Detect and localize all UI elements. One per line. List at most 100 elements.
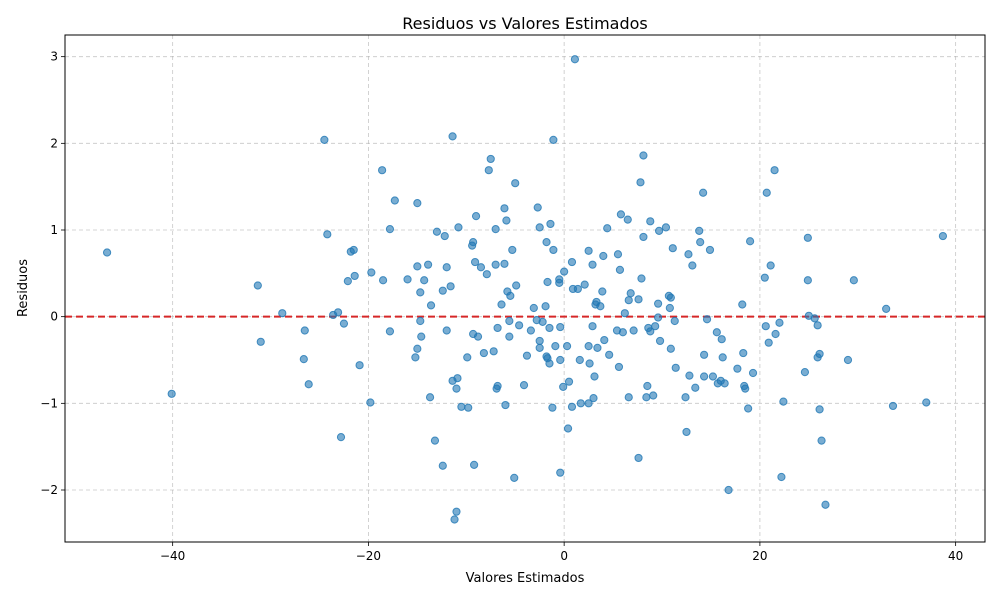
data-point bbox=[590, 372, 599, 381]
data-point bbox=[585, 359, 594, 368]
x-tick-label: −40 bbox=[160, 549, 185, 563]
data-point bbox=[671, 363, 680, 372]
data-point bbox=[584, 342, 593, 351]
data-point bbox=[634, 295, 643, 304]
data-point bbox=[541, 302, 550, 311]
data-point bbox=[588, 322, 597, 331]
data-point bbox=[800, 368, 810, 377]
data-points bbox=[102, 55, 948, 524]
data-point bbox=[559, 382, 568, 391]
data-point bbox=[810, 314, 819, 323]
data-point bbox=[605, 350, 614, 359]
data-point bbox=[646, 327, 655, 336]
y-tick-label: 2 bbox=[50, 136, 58, 150]
data-point bbox=[681, 393, 690, 402]
data-point bbox=[624, 296, 633, 305]
data-point bbox=[549, 245, 558, 255]
data-point bbox=[452, 507, 461, 516]
data-point bbox=[629, 326, 638, 335]
data-point bbox=[366, 398, 375, 407]
data-point bbox=[538, 317, 547, 326]
data-point bbox=[253, 281, 262, 290]
data-point bbox=[613, 250, 623, 259]
grid-lines bbox=[65, 35, 985, 542]
data-point bbox=[543, 277, 552, 287]
data-point bbox=[500, 204, 509, 213]
data-point bbox=[367, 268, 376, 277]
data-point bbox=[486, 154, 495, 164]
data-point bbox=[425, 393, 435, 402]
data-point bbox=[922, 398, 931, 407]
data-point bbox=[599, 251, 608, 261]
data-point bbox=[323, 230, 332, 239]
data-point bbox=[821, 500, 830, 509]
x-axis-label: Valores Estimados bbox=[466, 571, 585, 586]
y-axis-ticks: −2 −1 0 1 2 3 bbox=[40, 50, 65, 497]
data-point bbox=[639, 232, 648, 242]
data-point bbox=[390, 196, 399, 205]
data-point bbox=[700, 350, 709, 359]
data-point bbox=[385, 327, 395, 336]
data-point bbox=[775, 318, 784, 327]
data-point bbox=[779, 397, 788, 406]
data-point bbox=[615, 265, 625, 274]
data-point bbox=[556, 355, 565, 365]
data-point bbox=[505, 316, 514, 326]
data-point bbox=[491, 260, 500, 269]
data-point bbox=[600, 335, 609, 345]
data-point bbox=[476, 263, 486, 272]
data-point bbox=[479, 348, 488, 358]
data-point bbox=[764, 338, 773, 347]
data-point bbox=[546, 219, 555, 229]
data-point bbox=[700, 372, 709, 381]
data-point bbox=[670, 316, 679, 326]
data-point bbox=[555, 278, 564, 287]
data-point bbox=[506, 291, 515, 300]
data-point bbox=[545, 359, 554, 368]
data-point bbox=[815, 405, 824, 414]
data-point bbox=[651, 322, 660, 331]
data-point bbox=[502, 216, 511, 225]
data-point bbox=[413, 262, 422, 271]
data-point bbox=[570, 55, 580, 64]
data-point bbox=[469, 238, 478, 247]
data-point bbox=[623, 215, 632, 224]
data-point bbox=[515, 321, 524, 330]
data-point bbox=[102, 248, 112, 257]
data-point bbox=[471, 212, 481, 221]
data-point bbox=[717, 335, 726, 344]
data-point bbox=[618, 328, 627, 337]
data-point bbox=[705, 245, 715, 255]
data-point bbox=[573, 284, 582, 294]
data-point bbox=[493, 381, 502, 391]
data-point bbox=[167, 389, 176, 398]
data-point bbox=[378, 166, 387, 175]
data-point bbox=[762, 188, 771, 197]
data-point bbox=[411, 353, 420, 362]
data-point bbox=[803, 276, 812, 285]
data-point bbox=[535, 336, 544, 346]
data-point bbox=[522, 351, 532, 360]
data-point bbox=[637, 274, 646, 283]
data-point bbox=[691, 383, 700, 392]
data-point bbox=[616, 210, 626, 219]
data-point bbox=[304, 380, 313, 389]
data-point bbox=[535, 343, 544, 352]
data-point bbox=[417, 332, 426, 341]
data-point bbox=[748, 368, 758, 378]
data-point bbox=[888, 401, 898, 411]
data-point bbox=[639, 151, 648, 160]
data-point bbox=[761, 322, 770, 331]
data-point bbox=[665, 303, 674, 313]
data-point bbox=[473, 332, 483, 341]
data-point bbox=[489, 347, 498, 356]
data-point bbox=[642, 393, 651, 402]
data-point bbox=[512, 281, 521, 290]
data-point bbox=[440, 231, 449, 241]
plot-frame bbox=[64, 34, 986, 543]
data-point bbox=[766, 261, 775, 270]
data-point bbox=[420, 276, 429, 285]
data-point bbox=[654, 313, 663, 322]
data-point bbox=[350, 271, 359, 281]
